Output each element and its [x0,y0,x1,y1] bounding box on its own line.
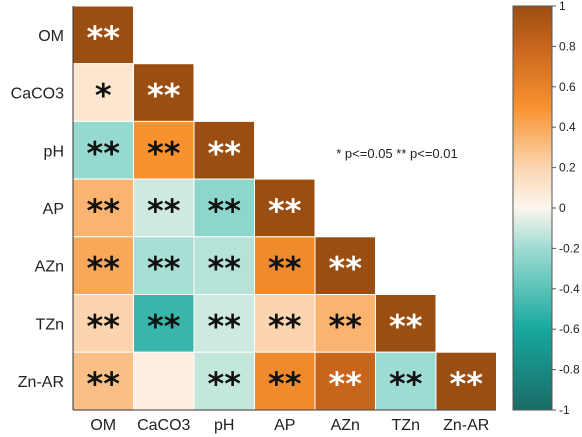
x-tick-label: pH [214,417,234,434]
colorbar-ticks: 1 0.8 0.6 0.4 0.2 0 -0.2 -0.4 -0.6 -0.8 -1 [552,0,580,417]
y-tick-label: AZn [35,259,64,276]
heatmap-cell [254,236,316,296]
colorbar-tick-label: -0.2 [559,241,580,255]
significance-mark: * [95,77,112,115]
significance-mark: ** [329,307,363,345]
heatmap-cell [133,236,195,296]
significance-mark: ** [147,307,181,345]
colorbar-tick-label: 0.6 [559,80,576,94]
heatmap-cell [72,351,134,411]
x-tick-label: AZn [331,417,360,434]
significance-mark: ** [87,134,121,172]
significance-mark: ** [329,365,363,403]
heatmap-cell [375,294,437,353]
x-tick-label: AP [274,417,295,434]
significance-mark: ** [208,192,242,230]
colorbar-tick-label: -0.4 [559,282,580,296]
heatmap-cell [133,178,195,238]
heatmap-cell [314,294,376,353]
significance-mark: ** [268,250,302,288]
colorbar-tick-label: 0.8 [559,39,576,53]
heatmap-cell [72,63,134,122]
significance-mark: ** [208,365,242,403]
y-axis-labels: OM CaCO3 pH AP AZn TZn Zn-AR [11,28,64,391]
significance-mark: ** [87,365,121,403]
colorbar-tick-label: -0.8 [559,363,580,377]
significance-mark: ** [389,307,423,345]
colorbar-tick-label: 1 [559,0,566,13]
y-tick-label: Zn-AR [18,374,64,391]
heatmap-cell [72,5,134,65]
significance-mark: ** [147,192,181,230]
significance-mark: ** [147,77,181,115]
colorbar-tick-label: -1 [559,403,570,417]
heatmap-cell [193,120,255,180]
significance-mark: ** [87,19,121,57]
significance-mark: ** [87,192,121,230]
significance-mark: ** [268,192,302,230]
significance-mark: ** [147,250,181,288]
significance-mark: ** [147,134,181,172]
y-tick-label: TZn [36,316,64,333]
heatmap-cell [133,63,195,122]
colorbar-tick-label: -0.6 [559,322,580,336]
significance-mark: ** [450,365,484,403]
heatmap-cell [254,178,316,238]
significance-mark: ** [268,365,302,403]
x-tick-label: TZn [392,417,420,434]
significance-mark: ** [208,250,242,288]
x-tick-label: OM [90,417,116,434]
colorbar [512,5,553,411]
heatmap-cells: *** **** ** **** ** ** **** ** ** ** **** ** ** ** ** *… [72,5,497,411]
x-axis-labels: OM CaCO3 pH AP AZn TZn Zn-AR [90,417,489,434]
heatmap-cell [133,294,195,353]
colorbar-tick-label: 0 [559,201,566,215]
y-tick-label: OM [38,28,64,45]
heatmap-cell [193,351,255,411]
y-tick-label: AP [43,201,64,218]
significance-mark: ** [268,307,302,345]
significance-mark: ** [208,134,242,172]
heatmap-cell [193,294,255,353]
colorbar-tick-label: 0.2 [559,161,576,175]
significance-mark: ** [329,250,363,288]
x-tick-label: CaCO3 [137,417,190,434]
significance-mark: ** [87,307,121,345]
heatmap-cell [133,351,195,411]
significance-mark: ** [389,365,423,403]
heatmap-cell [254,294,316,353]
colorbar-tick-label: 0.4 [559,120,576,134]
heatmap-axes [72,6,496,411]
y-tick-label: CaCO3 [11,86,64,103]
significance-note: * p<=0.05 ** p<=0.01 [336,146,457,161]
significance-mark: ** [87,250,121,288]
y-tick-label: pH [44,143,64,160]
significance-mark: ** [208,307,242,345]
x-tick-label: Zn-AR [443,417,489,434]
heatmap-cell [435,351,497,411]
heatmap-cell [314,351,376,411]
